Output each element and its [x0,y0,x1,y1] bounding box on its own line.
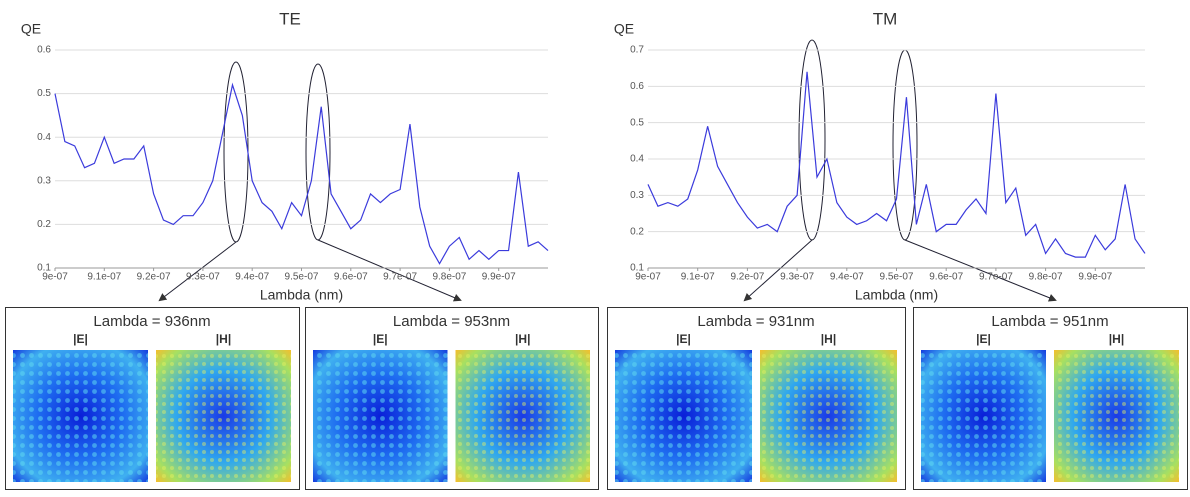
x-tick-label: 9.5e-07 [285,272,319,283]
y-tick-label: 0.4 [37,132,51,143]
y-tick-label: 0.2 [630,226,644,237]
field-texture [1054,350,1179,482]
field-label: |H| [821,332,836,346]
field-texture [455,350,590,482]
x-tick-label: 9.8e-07 [432,272,466,283]
x-tick-label: 9.1e-07 [87,272,121,283]
y-tick-label: 0.2 [37,219,51,230]
field-texture [313,350,448,482]
x-tick-label: 9.9e-07 [1078,272,1112,283]
x-tick-label: 9e-07 [635,272,661,283]
field-texture [615,350,752,482]
x-tick-label: 9.7e-07 [979,272,1013,283]
field-panel: Lambda = 953nm |E| |H| [305,307,599,490]
field-label: |E| [676,332,691,346]
y-tick-label: 0.4 [630,154,644,165]
field-panel: Lambda = 951nm|E| |H| [913,307,1188,490]
y-axis-label: QE [21,21,41,37]
panel-border [305,307,599,490]
field-texture [760,350,897,482]
panel-title: Lambda = 936nm [93,313,210,330]
y-tick-label: 0.3 [37,175,51,186]
x-tick-label: 9.2e-07 [730,272,764,283]
field-label: |E| [373,332,388,346]
field-label: |H| [1109,332,1124,346]
x-tick-label: 9.7e-07 [383,272,417,283]
x-tick-label: 9e-07 [42,272,68,283]
x-tick-label: 9.3e-07 [780,272,814,283]
field-panel: Lambda = 936nm |E| |H| [5,307,300,490]
panel-title: Lambda = 953nm [393,313,510,330]
chart-title: TM [873,9,898,28]
x-tick-label: 9.8e-07 [1029,272,1063,283]
panel-title: Lambda = 951nm [991,313,1108,330]
field-texture [921,350,1046,482]
y-tick-label: 0.5 [630,117,644,128]
panel-title: Lambda = 931nm [697,313,814,330]
y-tick-label: 0.1 [37,263,51,274]
y-tick-label: 0.5 [37,88,51,99]
field-label: |E| [976,332,991,346]
x-tick-label: 9.6e-07 [929,272,963,283]
data-line [647,71,1146,258]
chart-title: TE [279,9,301,28]
x-tick-label: 9.3e-07 [186,272,220,283]
panel-border [607,307,906,490]
y-tick-label: 0.3 [630,190,644,201]
x-tick-label: 9.6e-07 [334,272,368,283]
x-tick-label: 9.5e-07 [880,272,914,283]
panel-border [5,307,300,490]
y-tick-label: 0.6 [630,81,644,92]
annotations [158,39,1057,302]
field-texture [156,350,291,482]
x-axis-label: Lambda (nm) [855,287,938,303]
x-tick-label: 9.2e-07 [137,272,171,283]
field-label: |H| [216,332,231,346]
field-label: |E| [73,332,88,346]
x-tick-label: 9.4e-07 [235,272,269,283]
data-line [54,82,549,265]
field-texture [13,350,148,482]
y-tick-label: 0.1 [630,263,644,274]
panel-border [913,307,1188,490]
field-label: |H| [515,332,530,346]
x-axis-label: Lambda (nm) [260,287,343,303]
y-tick-label: 0.7 [630,45,644,56]
field-panel: Lambda = 931nm |E| |H| [607,307,906,490]
y-axis-label: QE [614,21,634,37]
x-tick-label: 9.4e-07 [830,272,864,283]
y-tick-label: 0.6 [37,45,51,56]
x-tick-label: 9.9e-07 [482,272,516,283]
x-tick-label: 9.1e-07 [681,272,715,283]
